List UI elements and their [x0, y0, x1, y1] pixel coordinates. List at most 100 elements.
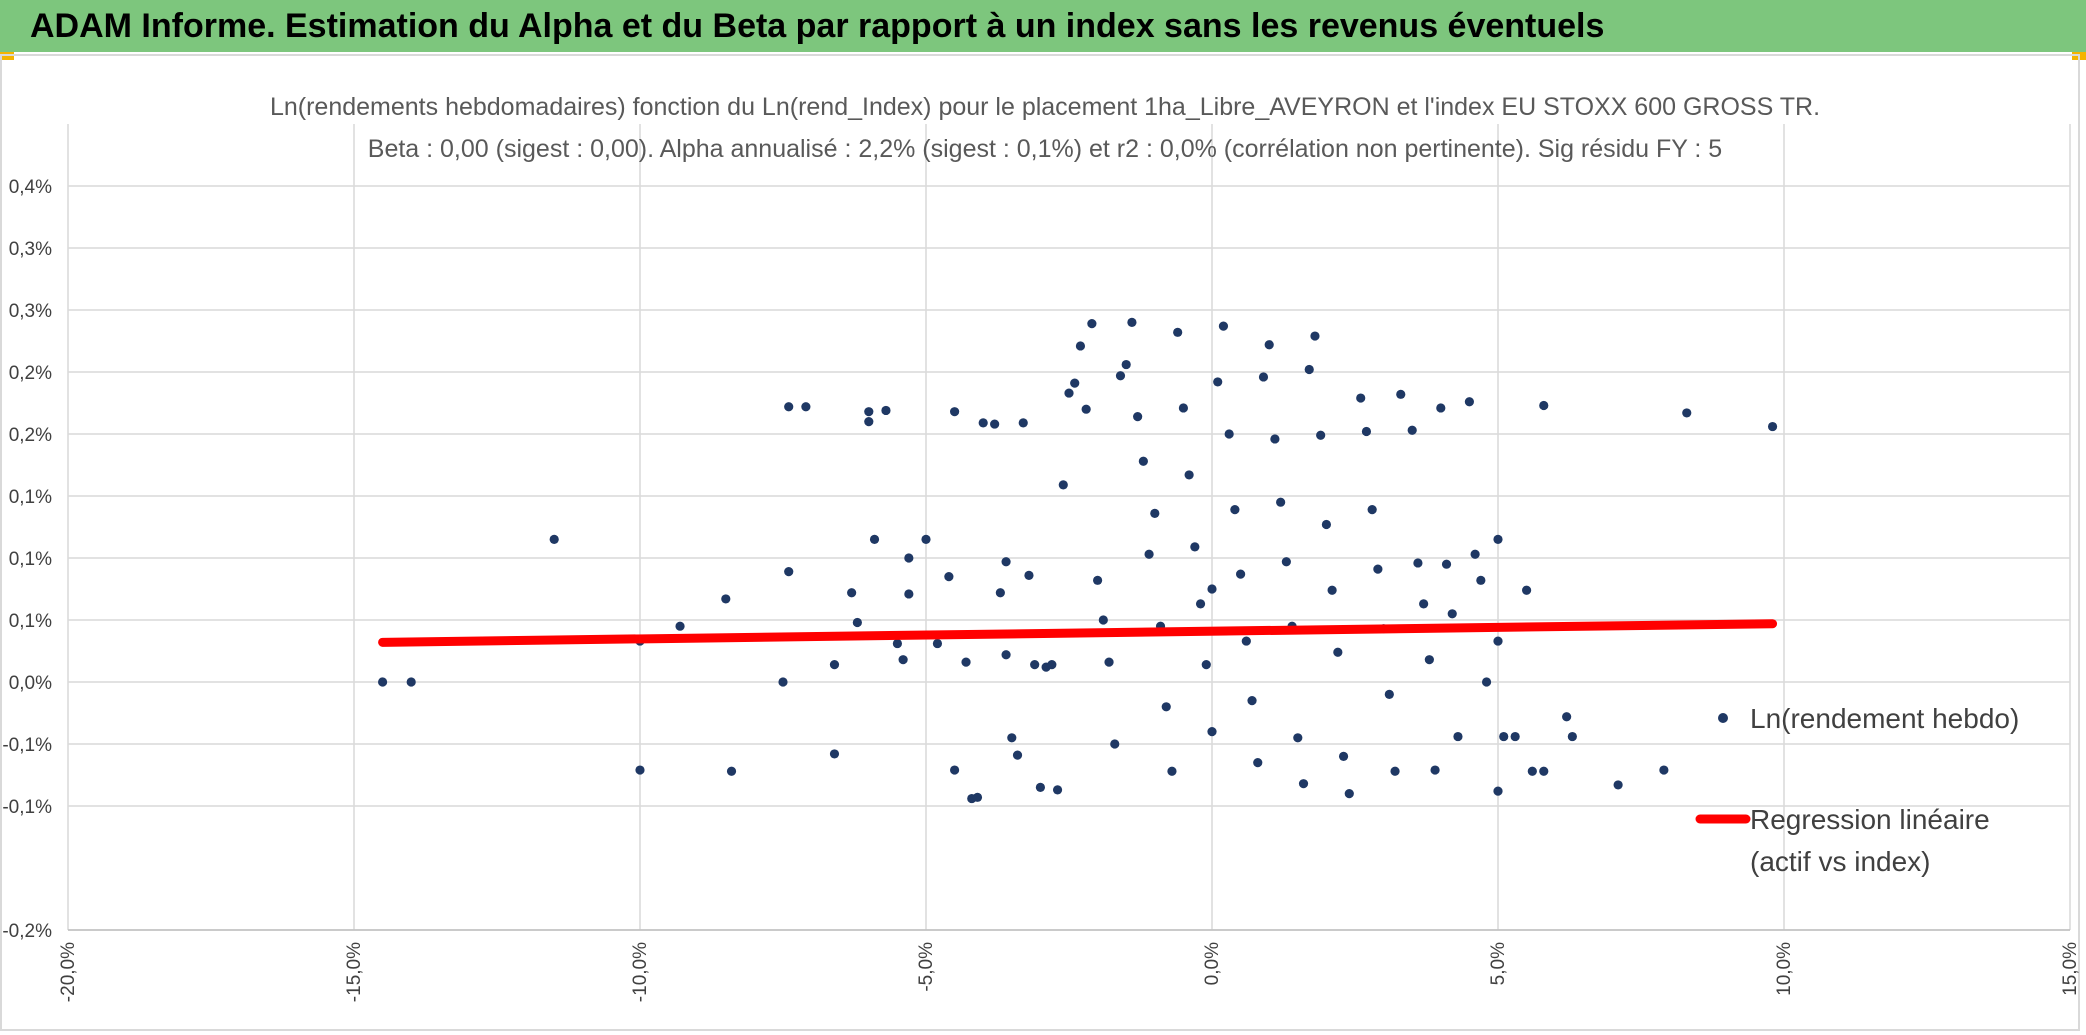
data-point — [1367, 505, 1377, 515]
data-point — [1419, 599, 1429, 609]
report-banner: ADAM Informe. Estimation du Alpha et du … — [0, 0, 2086, 52]
data-point — [1207, 727, 1217, 737]
data-point — [1224, 429, 1234, 439]
data-point — [1052, 785, 1063, 795]
data-point — [1767, 421, 1778, 432]
y-tick-label: 0,2% — [9, 425, 52, 446]
data-point — [1424, 655, 1434, 665]
data-point — [1167, 766, 1177, 776]
data-point — [1230, 505, 1240, 515]
legend-label-scatter: Ln(rendement hebdo) — [1750, 703, 2019, 734]
data-point — [1047, 660, 1057, 670]
data-point — [1270, 434, 1280, 444]
data-point — [1207, 584, 1217, 594]
data-point — [1030, 660, 1040, 670]
data-point — [1115, 371, 1126, 381]
data-point — [1464, 397, 1474, 407]
y-tick-label: 0,3% — [9, 301, 52, 322]
data-point — [1001, 650, 1011, 660]
data-point — [1190, 542, 1200, 552]
x-tick-label: -20,0% — [58, 942, 79, 1002]
data-point — [1058, 480, 1068, 490]
data-point — [1258, 372, 1269, 382]
data-point — [1481, 677, 1492, 687]
regression-line-group — [378, 619, 1778, 647]
x-tick-label: -15,0% — [344, 942, 365, 1002]
data-point — [1470, 549, 1480, 559]
data-point — [1218, 321, 1229, 331]
y-tick-label: 0,1% — [9, 487, 52, 508]
chart-frame — [0, 54, 2080, 1031]
data-point — [1522, 585, 1532, 595]
data-point — [1333, 647, 1343, 657]
data-point — [904, 553, 914, 563]
data-point — [1012, 750, 1023, 760]
data-point — [944, 572, 954, 582]
data-point — [784, 567, 794, 577]
data-point — [1236, 569, 1246, 579]
legend: Ln(rendement hebdo) Regression linéaire … — [1695, 703, 2019, 877]
y-tick-label: -0,1% — [2, 797, 52, 818]
data-point — [1298, 779, 1309, 789]
data-point — [1070, 378, 1080, 388]
data-point — [1075, 341, 1086, 351]
data-point — [1098, 615, 1108, 625]
data-point — [1316, 430, 1326, 440]
y-tick-label: 0,0% — [9, 673, 52, 694]
x-tick-label: 5,0% — [1488, 942, 1509, 985]
data-point — [995, 588, 1005, 598]
data-point — [1539, 400, 1549, 411]
axes: -0,2% -0,1% -0,1% 0,0% 0,1% 0,1% 0,1% 0,2% 0,2% 0… — [2, 177, 2081, 1002]
data-point — [1390, 766, 1400, 776]
data-point — [675, 621, 685, 631]
data-point — [864, 407, 874, 417]
data-point — [1213, 377, 1223, 387]
data-point — [549, 534, 559, 545]
data-point — [801, 402, 811, 412]
data-point — [1407, 425, 1417, 435]
data-point — [1064, 388, 1074, 398]
data-point — [1356, 393, 1366, 403]
data-point — [778, 677, 788, 687]
y-tick-label: 0,2% — [9, 363, 52, 384]
data-point — [1321, 519, 1331, 530]
data-point — [1344, 789, 1354, 799]
data-point — [1024, 570, 1034, 580]
data-point — [950, 765, 960, 775]
y-tick-label: 0,1% — [9, 549, 52, 570]
data-point — [1304, 364, 1314, 375]
data-point — [1138, 456, 1148, 466]
data-point — [932, 638, 943, 649]
data-point — [1127, 317, 1137, 327]
data-point — [1253, 758, 1263, 768]
data-point — [1001, 557, 1011, 567]
data-point — [881, 405, 891, 416]
data-point — [1436, 403, 1446, 413]
data-point — [1184, 470, 1194, 480]
data-point — [847, 588, 857, 598]
data-point — [1104, 657, 1114, 667]
data-point — [1178, 403, 1188, 413]
data-point — [904, 589, 914, 599]
data-point — [1161, 702, 1171, 712]
data-point — [1264, 340, 1274, 350]
data-point — [784, 402, 794, 412]
data-point — [1276, 497, 1286, 507]
data-point — [1327, 585, 1337, 595]
x-tick-label: 10,0% — [1774, 942, 1795, 996]
data-point — [1562, 712, 1572, 722]
data-point — [1527, 766, 1537, 776]
x-tick-label: -10,0% — [630, 942, 651, 1002]
data-point — [1338, 751, 1349, 762]
data-point — [1173, 327, 1183, 337]
data-point — [1081, 404, 1091, 414]
legend-marker-scatter — [1718, 713, 1728, 723]
legend-label-regression-2: (actif vs index) — [1750, 846, 1931, 877]
data-point — [1121, 359, 1131, 370]
data-point — [1447, 609, 1457, 619]
y-tick-label: 0,1% — [9, 611, 52, 632]
data-point — [1441, 559, 1452, 569]
data-point — [1110, 739, 1120, 749]
data-point — [1384, 689, 1394, 700]
